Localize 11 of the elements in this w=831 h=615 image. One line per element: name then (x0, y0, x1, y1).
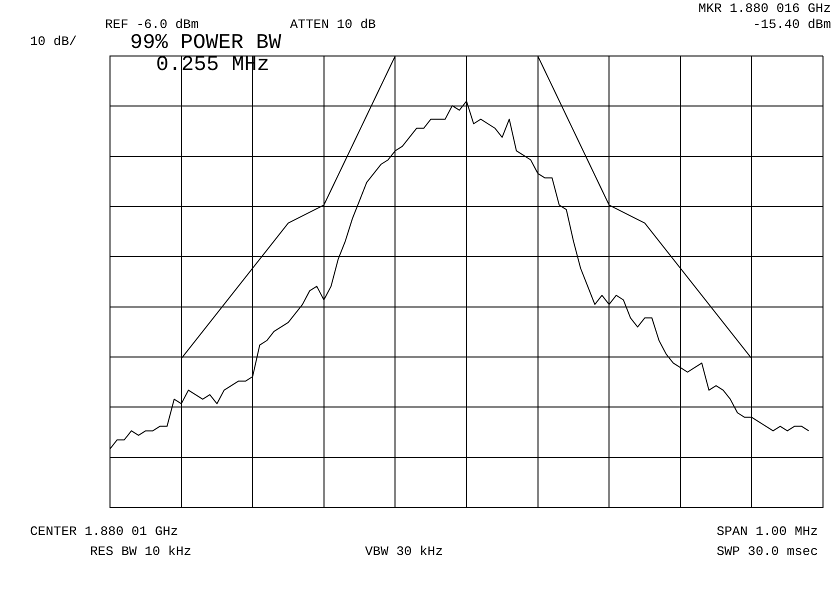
text: 99% POWER BW (130, 32, 282, 56)
text: CENTER 1.880 01 GHz (30, 524, 178, 540)
text: SWP 30.0 msec (716, 544, 818, 560)
text: VBW 30 kHz (365, 544, 444, 560)
text: 10 dB/ (30, 34, 77, 50)
text: SPAN 1.00 MHz (716, 524, 818, 540)
text: MKR 1.880 016 GHz (698, 1, 831, 16)
text: REF -6.0 dBm (105, 17, 199, 32)
text: ATTEN 10 dB (290, 17, 376, 32)
text: RES BW 10 kHz (90, 544, 192, 560)
text: -15.40 dBm (752, 17, 831, 32)
